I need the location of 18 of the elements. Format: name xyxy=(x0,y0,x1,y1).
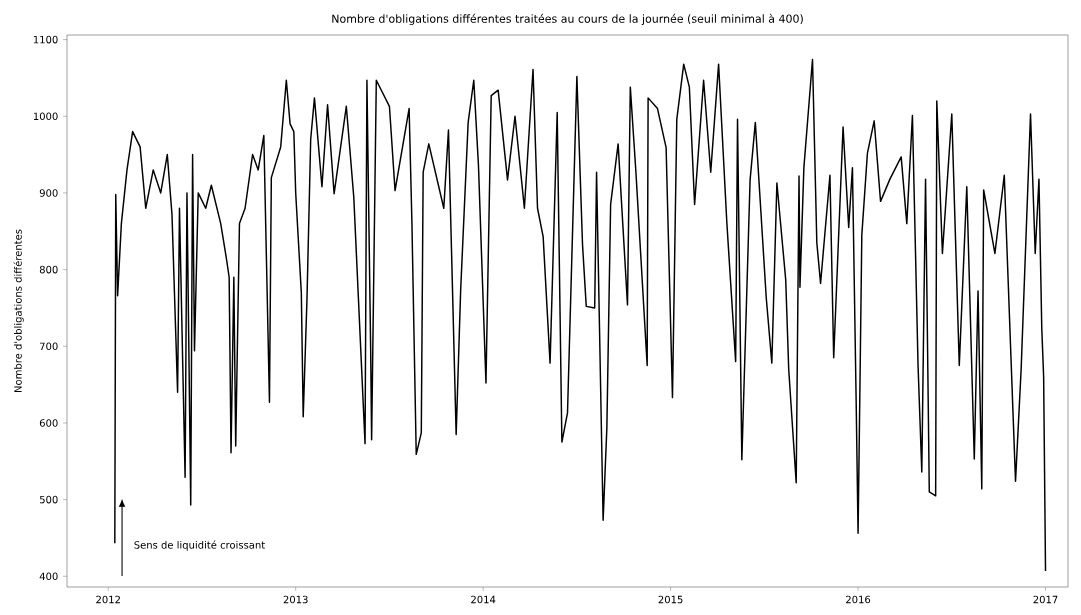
x-tick-label: 2017 xyxy=(1033,595,1058,604)
x-tick-label: 2014 xyxy=(471,595,496,604)
y-tick-label: 600 xyxy=(39,419,58,427)
y-tick-label: 800 xyxy=(39,265,58,274)
y-axis-title: Nombre d'obligations différentes xyxy=(13,229,24,392)
annotation: Sens de liquidité croissant xyxy=(134,540,265,551)
x-tick-label: 2012 xyxy=(96,595,120,604)
y-tick-label: 1100 xyxy=(33,35,58,44)
y-tick-label: 700 xyxy=(40,342,58,351)
x-tick-label: 2015 xyxy=(658,595,683,604)
y-tick-label: 1000 xyxy=(33,112,58,121)
x-tick-label: 2013 xyxy=(283,595,308,604)
chart-title: Nombre d'obligations différentes traitées au cours de la journée (seuil minimal à 400) xyxy=(332,13,803,25)
y-tick-label: 500 xyxy=(39,495,58,504)
y-tick-label: 400 xyxy=(39,572,58,581)
line-series xyxy=(114,58,1047,572)
y-tick-label: 900 xyxy=(39,189,58,197)
x-tick-label: 2016 xyxy=(846,595,871,604)
